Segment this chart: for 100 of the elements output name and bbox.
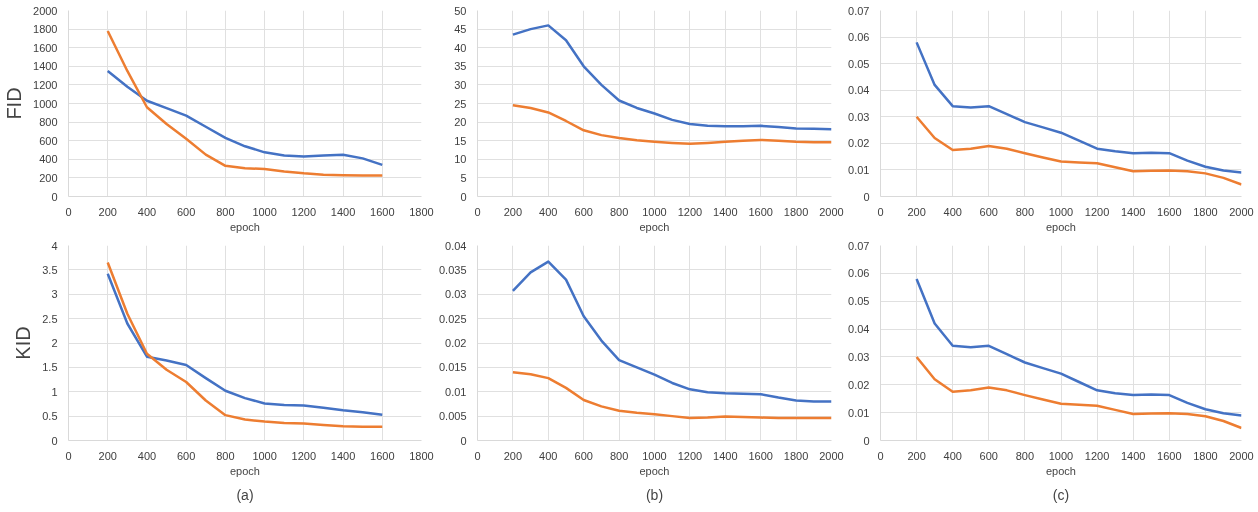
y-tick-label: 0.035 [438, 263, 467, 276]
x-tick-label: 0 [877, 205, 884, 218]
x-tick-label: 600 [176, 449, 196, 462]
x-tick-label: 400 [943, 205, 962, 218]
y-tick-label: 1 [51, 385, 58, 398]
y-tick-label: 0.07 [848, 239, 870, 252]
y-tick-label: 3.5 [42, 263, 58, 276]
y-tick-label: 0.015 [438, 361, 467, 374]
x-tick-label: 1400 [1120, 205, 1146, 218]
x-axis-title: epoch [1046, 220, 1076, 233]
x-tick-label: 400 [137, 449, 157, 462]
y-tick-label: 30 [454, 78, 467, 91]
y-axis-title: FID [3, 87, 26, 120]
x-tick-label: 600 [574, 449, 593, 462]
x-tick-label: 1200 [1084, 205, 1110, 218]
x-tick-label: 1800 [783, 449, 809, 462]
x-tick-label: 0 [877, 449, 884, 462]
x-tick-label: 200 [503, 205, 523, 218]
text: (c) [1052, 486, 1070, 503]
y-tick-label: 0.07 [848, 4, 870, 17]
y-tick-label: 40 [454, 41, 467, 54]
x-axis-title: epoch [639, 464, 670, 477]
x-tick-label: 0 [65, 449, 72, 462]
y-tick-label: 200 [39, 171, 58, 184]
y-tick-label: 0.005 [438, 410, 467, 423]
x-tick-label: 400 [943, 449, 962, 462]
y-tick-label: 0.01 [848, 163, 870, 176]
y-tick-label: 0 [51, 434, 58, 447]
y-tick-label: 0.06 [848, 31, 870, 44]
y-tick-label: 35 [454, 60, 467, 73]
y-tick-label: 0.03 [848, 110, 870, 123]
y-tick-label: 50 [454, 4, 467, 17]
y-tick-label: 0.02 [445, 337, 467, 349]
x-tick-label: 1600 [1157, 205, 1182, 218]
x-tick-label: 1800 [409, 205, 434, 218]
y-tick-label: 15 [454, 134, 467, 147]
y-tick-label: 1000 [33, 97, 58, 110]
x-tick-label: 1400 [1120, 449, 1146, 462]
y-tick-label: 0.025 [438, 312, 467, 325]
x-tick-label: 2000 [1229, 449, 1254, 462]
x-tick-label: 600 [574, 205, 593, 218]
x-tick-label: 2000 [819, 205, 844, 218]
y-tick-label: 1400 [33, 60, 58, 73]
y-tick-label: 1600 [33, 41, 58, 54]
x-tick-label: 1600 [370, 449, 395, 462]
y-tick-label: 0.02 [848, 378, 870, 391]
x-tick-label: 0 [65, 205, 72, 218]
x-tick-label: 1000 [1048, 205, 1074, 218]
x-axis-title: epoch [230, 220, 260, 233]
x-axis-title: epoch [639, 220, 670, 233]
y-tick-label: 5 [460, 171, 467, 184]
y-tick-label: 2000 [33, 4, 58, 17]
x-tick-label: 400 [137, 205, 157, 218]
y-tick-label: 0.03 [445, 288, 467, 301]
x-tick-label: 1200 [291, 449, 317, 462]
y-tick-label: 600 [39, 134, 58, 147]
y-tick-label: 0 [51, 190, 58, 203]
x-tick-label: 1200 [677, 449, 703, 462]
x-tick-label: 800 [1015, 205, 1035, 218]
y-tick-label: 3 [51, 288, 58, 301]
x-tick-label: 400 [539, 205, 558, 218]
y-tick-label: 800 [39, 116, 58, 129]
y-tick-label: 4 [51, 239, 58, 252]
y-tick-label: 0.01 [848, 406, 870, 419]
x-tick-label: 1600 [748, 449, 773, 462]
x-tick-label: 2000 [1229, 205, 1254, 218]
x-tick-label: 800 [216, 205, 235, 218]
x-tick-label: 0 [474, 449, 481, 462]
y-tick-label: 1200 [33, 78, 58, 91]
x-tick-label: 1400 [713, 205, 738, 218]
y-tick-label: 0 [863, 190, 870, 203]
x-axis-title: epoch [1046, 464, 1076, 477]
x-tick-label: 1200 [291, 205, 317, 218]
x-tick-label: 1200 [677, 205, 703, 218]
x-axis-title: epoch [230, 464, 260, 477]
y-tick-label: 0.05 [848, 295, 870, 308]
x-tick-label: 1400 [330, 449, 356, 462]
x-tick-label: 1800 [1193, 449, 1218, 462]
x-tick-label: 200 [907, 205, 926, 218]
y-tick-label: 0.04 [848, 84, 870, 97]
x-tick-label: 800 [216, 449, 235, 462]
x-tick-label: 1800 [783, 205, 809, 218]
x-tick-label: 800 [609, 449, 629, 462]
y-tick-label: 20 [454, 116, 467, 129]
text: (b) [645, 486, 664, 503]
y-tick-label: 2 [51, 337, 58, 349]
y-tick-label: 45 [454, 23, 467, 36]
y-tick-label: 0.04 [848, 323, 870, 336]
y-tick-label: 0.02 [848, 137, 870, 150]
text: (a) [236, 486, 254, 503]
x-tick-label: 200 [907, 449, 926, 462]
x-tick-label: 1400 [330, 205, 356, 218]
x-tick-label: 1000 [642, 205, 667, 218]
x-tick-label: 600 [979, 205, 998, 218]
y-tick-label: 0.03 [848, 350, 870, 363]
y-tick-label: 0.01 [445, 385, 467, 398]
x-tick-label: 2000 [819, 449, 844, 462]
x-tick-label: 800 [609, 205, 629, 218]
x-tick-label: 1000 [1048, 449, 1074, 462]
x-tick-label: 1000 [252, 449, 277, 462]
